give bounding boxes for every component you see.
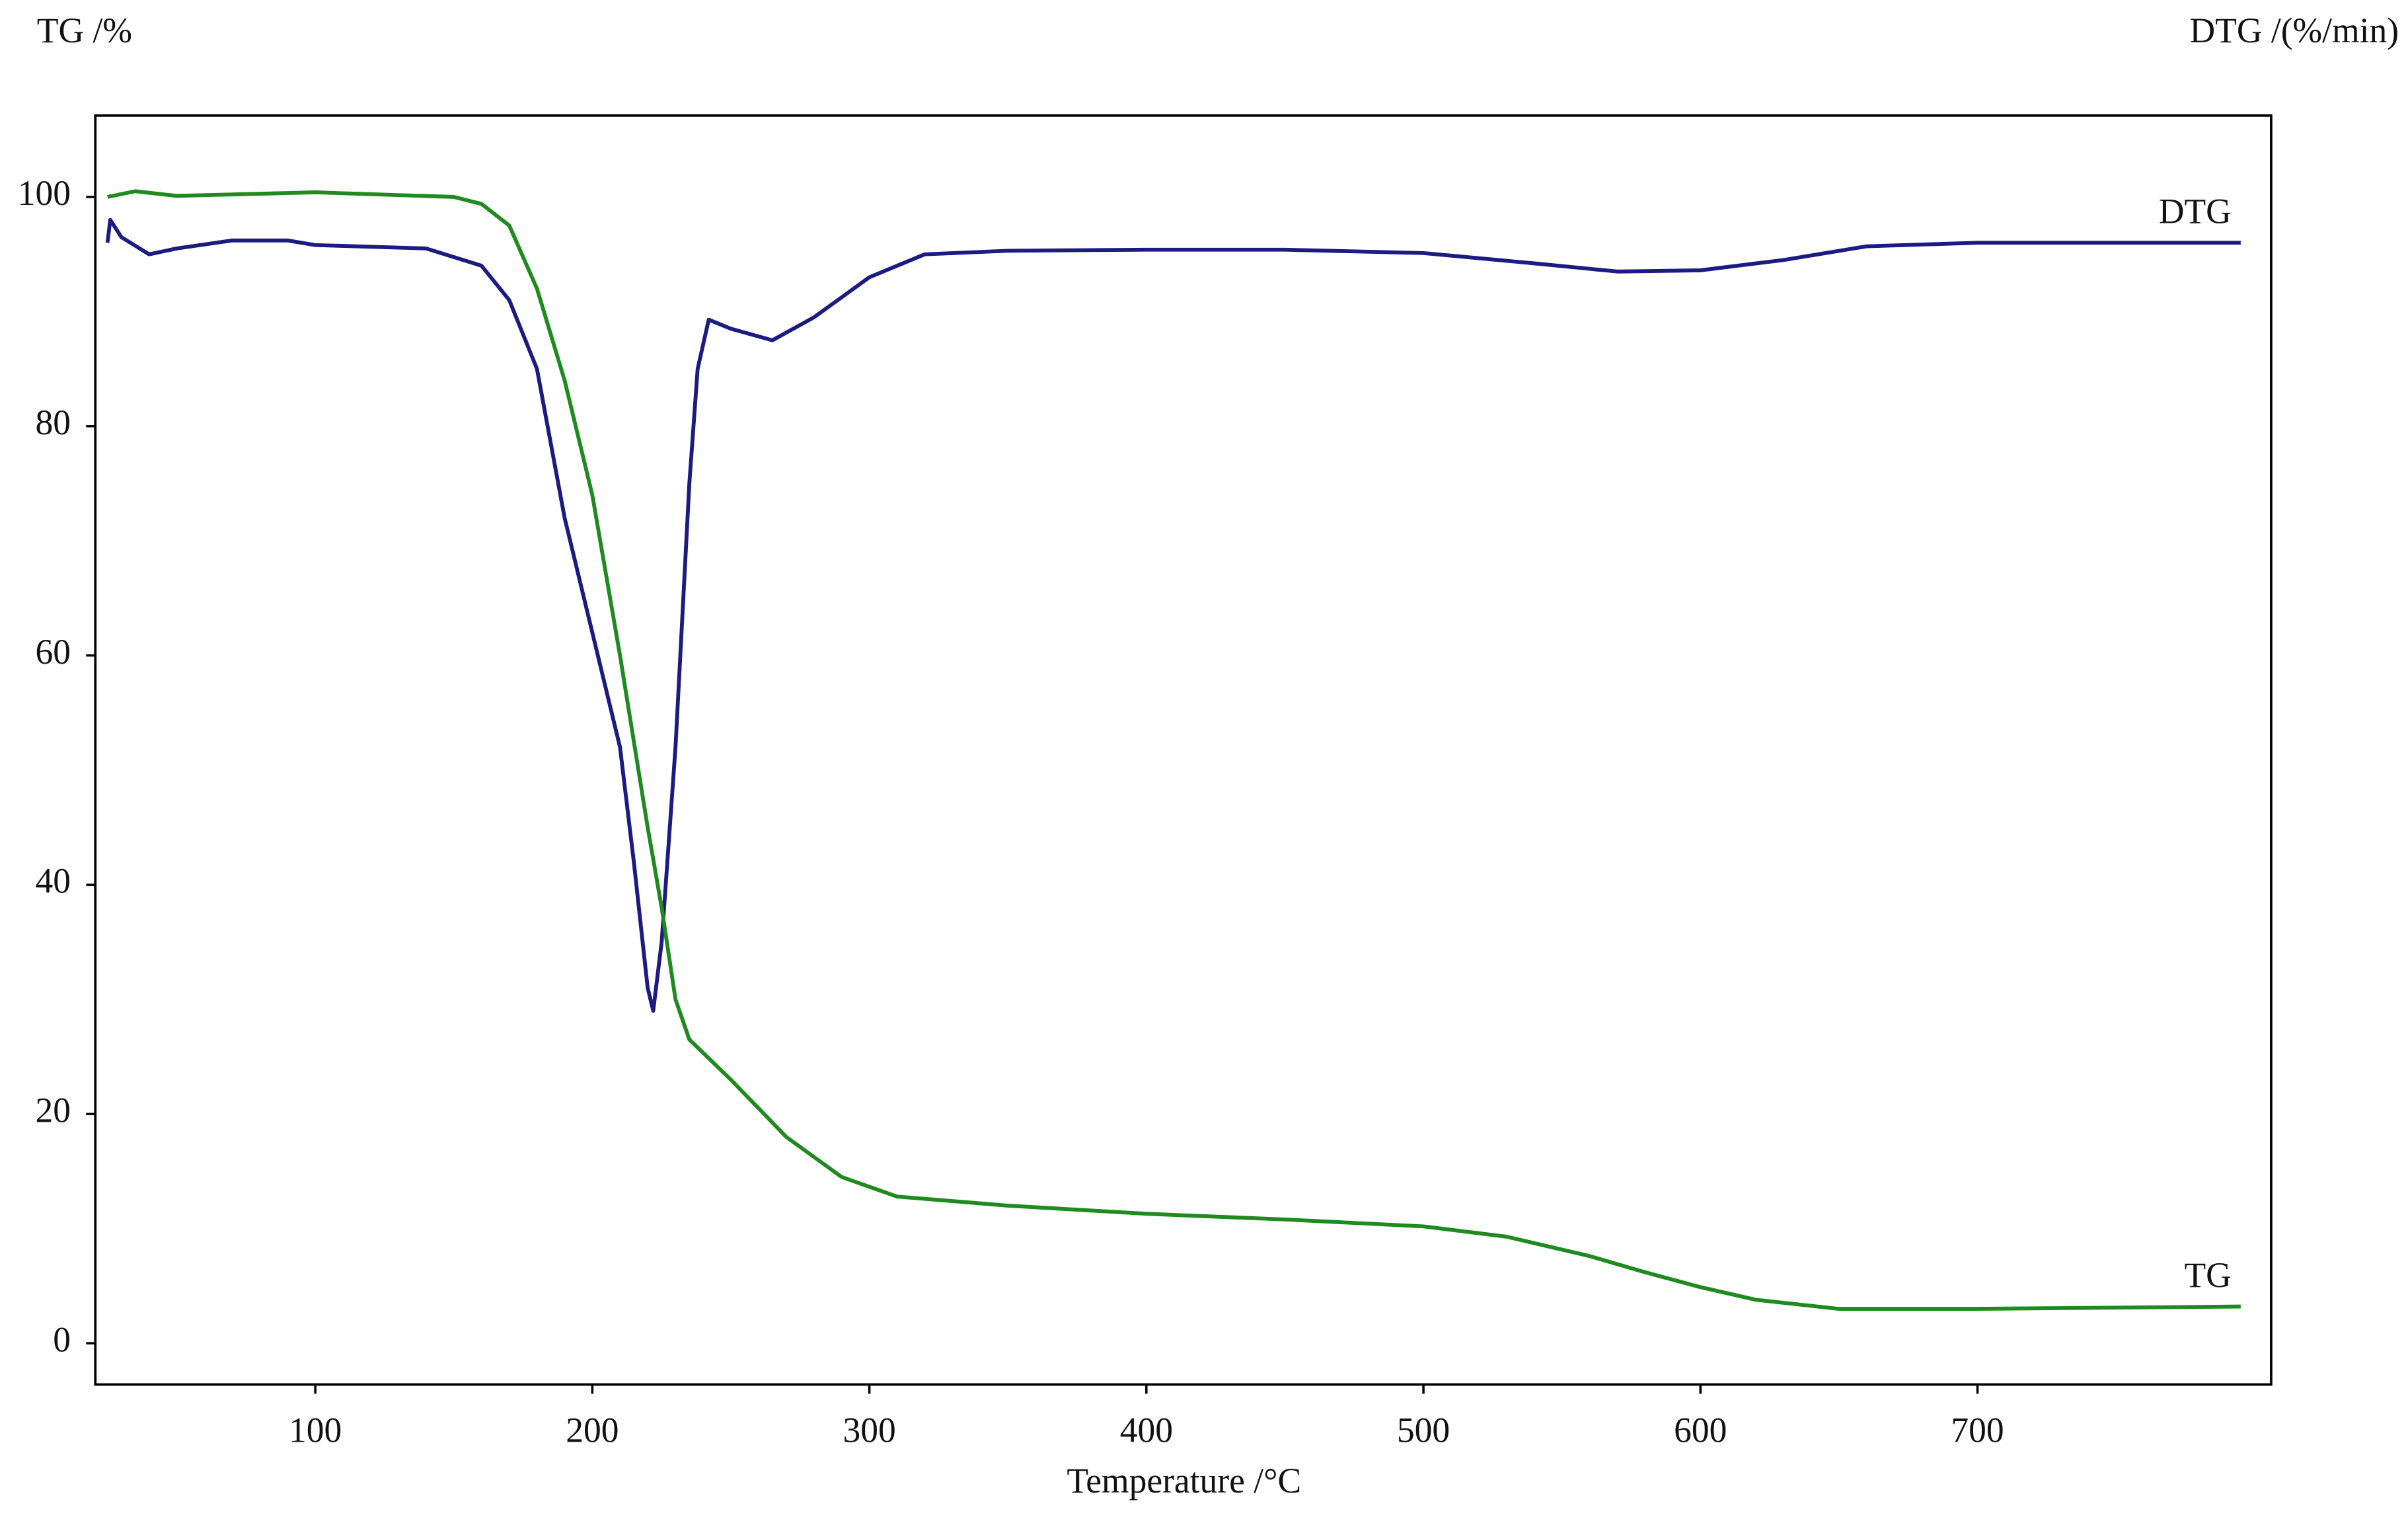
y-tick-label: 20 — [36, 1091, 71, 1130]
x-tick-label: 300 — [843, 1410, 895, 1450]
x-tick-label: 100 — [289, 1410, 342, 1450]
y-tick-label: 60 — [36, 632, 71, 672]
y-axis-label: TG /% — [37, 11, 132, 50]
series-annotation: TG — [2184, 1255, 2231, 1295]
y-tick-label: 100 — [18, 173, 71, 213]
x-tick-label: 400 — [1120, 1410, 1173, 1450]
x-tick-label: 200 — [566, 1410, 619, 1450]
y-tick-label: 80 — [36, 403, 71, 442]
plot-frame — [94, 114, 2273, 1386]
x-axis-label: Temperature /°C — [1067, 1461, 1301, 1500]
y-tick-label: 0 — [53, 1319, 71, 1359]
series-line — [105, 217, 2241, 1013]
y-tick-label: 40 — [36, 861, 71, 901]
y2-axis-label: DTG /(%/min) — [2190, 11, 2399, 50]
x-tick-label: 500 — [1397, 1410, 1450, 1450]
series-line — [107, 189, 2241, 1311]
x-tick-label: 600 — [1674, 1410, 1727, 1450]
series-annotation: DTG — [2159, 192, 2232, 231]
x-tick-label: 700 — [1951, 1410, 2004, 1450]
